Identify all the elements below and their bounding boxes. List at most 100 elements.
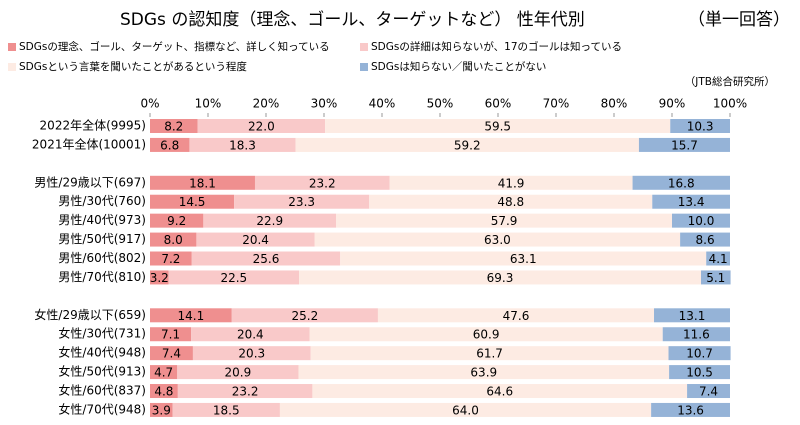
bar-segment xyxy=(279,402,652,417)
value-label: 23.2 xyxy=(232,385,259,399)
value-label: 10.7 xyxy=(686,347,713,361)
category-label: 男性/40代(973) xyxy=(58,213,146,227)
bar-segment xyxy=(196,232,315,247)
value-label: 15.7 xyxy=(671,138,698,152)
value-label: 18.3 xyxy=(229,138,256,152)
value-label: 7.4 xyxy=(162,347,181,361)
bar-segment xyxy=(168,270,300,285)
value-label: 10.5 xyxy=(686,366,713,380)
value-label: 3.2 xyxy=(150,271,169,285)
bar-segment xyxy=(295,137,639,152)
category-label: 女性/60代(837) xyxy=(58,383,146,398)
value-label: 6.8 xyxy=(160,138,179,152)
bar-segment xyxy=(231,308,378,323)
value-label: 60.9 xyxy=(473,328,500,342)
value-label: 4.1 xyxy=(709,252,728,266)
bar-segment xyxy=(203,213,337,228)
value-label: 3.9 xyxy=(152,403,171,417)
value-label: 18.1 xyxy=(189,176,216,190)
chart-title: SDGs の認知度（理念、ゴール、ターゲットなど） 性年代別 xyxy=(120,9,585,30)
x-tick-label: 10% xyxy=(195,97,222,111)
x-tick-label: 40% xyxy=(369,97,396,111)
bar-segment xyxy=(369,194,653,209)
category-label: 女性/30代(731) xyxy=(58,326,146,341)
bar-segment xyxy=(150,119,198,133)
value-label: 69.3 xyxy=(487,271,514,285)
x-tick-label: 50% xyxy=(427,97,454,111)
bar-segment xyxy=(668,346,731,361)
x-tick-label: 30% xyxy=(311,97,338,111)
bar-segment xyxy=(314,232,681,247)
category-label: 男性/29歳以下(697) xyxy=(34,175,146,189)
value-label: 7.4 xyxy=(699,385,718,399)
category-label: 男性/50代(917) xyxy=(58,232,146,246)
bar-segment xyxy=(670,119,730,133)
bar-segment xyxy=(687,384,730,399)
value-label: 20.3 xyxy=(238,347,265,361)
category-label: 女性/70代(948) xyxy=(58,401,146,416)
bar-segment xyxy=(191,251,341,266)
bar-segment xyxy=(336,213,672,228)
value-label: 10.0 xyxy=(688,214,715,228)
x-tick-label: 60% xyxy=(485,97,512,111)
category-label: 2022年全体(9995) xyxy=(40,118,146,133)
value-label: 13.1 xyxy=(679,309,706,323)
value-label: 20.9 xyxy=(225,366,252,380)
value-label: 22.5 xyxy=(220,271,247,285)
value-label: 13.6 xyxy=(677,403,704,417)
value-label: 63.9 xyxy=(470,366,497,380)
x-tick-label: 80% xyxy=(601,97,628,111)
bar-segment xyxy=(654,308,730,323)
bar-segment xyxy=(150,270,169,285)
bar-segment xyxy=(298,365,670,380)
bar-segment xyxy=(150,346,193,361)
value-label: 61.7 xyxy=(476,347,503,361)
value-label: 63.1 xyxy=(510,252,537,266)
source: （JTB総合研究所） xyxy=(685,75,775,88)
bar-segment xyxy=(672,213,730,228)
bar-segment xyxy=(150,175,255,190)
bar-segment xyxy=(254,175,390,190)
legend-swatch xyxy=(8,63,16,71)
value-label: 48.8 xyxy=(497,195,524,209)
category-label: 男性/70代(810) xyxy=(58,270,146,284)
bar-segment xyxy=(150,251,192,266)
bar-segment xyxy=(651,402,730,417)
value-label: 25.2 xyxy=(292,309,319,323)
value-label: 4.8 xyxy=(154,385,173,399)
value-label: 9.2 xyxy=(167,214,186,228)
bar-segment xyxy=(172,402,280,417)
bar-segment xyxy=(150,308,232,323)
legend-label: SDGsの詳細は知らないが、17のゴールは知っている xyxy=(371,40,622,53)
value-label: 57.9 xyxy=(491,214,518,228)
value-label: 13.4 xyxy=(678,195,705,209)
bar-segment xyxy=(325,119,671,133)
bar-segment xyxy=(680,232,730,247)
category-label: 女性/29歳以下(659) xyxy=(34,307,146,322)
value-label: 10.3 xyxy=(687,120,714,134)
bar-segment xyxy=(150,402,173,417)
value-label: 41.9 xyxy=(498,176,525,190)
value-label: 20.4 xyxy=(237,328,264,342)
bar-segment xyxy=(662,327,730,342)
category-label: 男性/30代(760) xyxy=(58,194,146,208)
bar-segment xyxy=(150,365,178,380)
value-label: 22.9 xyxy=(256,214,283,228)
legend-label: SDGsの理念、ゴール、ターゲット、指標など、詳しく知っている xyxy=(19,40,330,53)
bar-segment xyxy=(669,365,730,380)
bar-segment xyxy=(150,232,197,247)
x-tick-label: 0% xyxy=(140,97,159,111)
bar-segment xyxy=(150,213,204,228)
legend-swatch xyxy=(360,43,368,51)
value-label: 22.0 xyxy=(248,120,275,134)
value-label: 5.1 xyxy=(706,271,725,285)
value-label: 64.6 xyxy=(486,385,513,399)
category-label: 女性/40代(948) xyxy=(58,345,146,360)
legend-label: SDGsという言葉を聞いたことがあるという程度 xyxy=(19,60,247,73)
bar-segment xyxy=(189,137,296,152)
bar-segment xyxy=(234,194,370,209)
x-tick-label: 70% xyxy=(543,97,570,111)
bar-segment xyxy=(310,346,669,361)
category-label: 女性/50代(913) xyxy=(58,364,146,379)
